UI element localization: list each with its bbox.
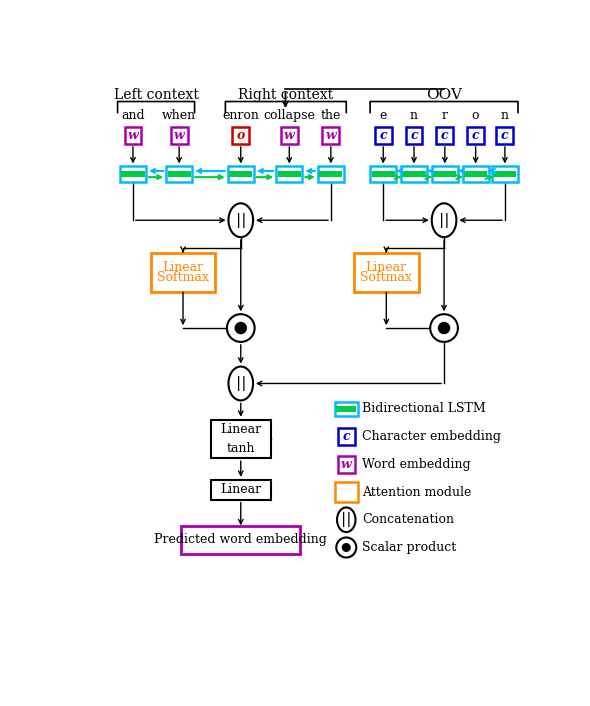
FancyBboxPatch shape	[150, 253, 215, 292]
Text: Linear: Linear	[220, 483, 261, 496]
Text: w: w	[127, 129, 138, 142]
Text: n: n	[501, 109, 509, 121]
FancyBboxPatch shape	[372, 171, 395, 177]
FancyBboxPatch shape	[405, 127, 422, 144]
Circle shape	[430, 314, 458, 342]
Text: and: and	[121, 109, 145, 121]
FancyBboxPatch shape	[402, 171, 425, 177]
FancyBboxPatch shape	[493, 171, 516, 177]
Text: c: c	[410, 129, 418, 142]
Text: Linear: Linear	[162, 261, 204, 274]
Circle shape	[438, 322, 450, 334]
Text: Softmax: Softmax	[360, 271, 412, 284]
Text: e: e	[379, 109, 387, 121]
FancyBboxPatch shape	[281, 127, 298, 144]
Ellipse shape	[432, 203, 457, 237]
Circle shape	[235, 322, 247, 334]
Text: r: r	[442, 109, 448, 121]
Text: o: o	[472, 109, 479, 121]
FancyBboxPatch shape	[168, 171, 191, 177]
Text: Linear: Linear	[220, 423, 261, 436]
FancyBboxPatch shape	[166, 167, 192, 181]
Text: w: w	[341, 457, 352, 471]
FancyBboxPatch shape	[322, 127, 339, 144]
Ellipse shape	[337, 508, 356, 532]
FancyBboxPatch shape	[120, 167, 146, 181]
Text: ||: ||	[235, 376, 246, 391]
Text: Concatenation: Concatenation	[362, 513, 454, 526]
FancyBboxPatch shape	[171, 127, 188, 144]
FancyBboxPatch shape	[467, 127, 484, 144]
FancyBboxPatch shape	[338, 456, 355, 473]
Ellipse shape	[228, 203, 253, 237]
Text: the: the	[321, 109, 341, 121]
Text: c: c	[501, 129, 509, 142]
FancyBboxPatch shape	[335, 402, 358, 416]
FancyBboxPatch shape	[232, 127, 249, 144]
Text: w: w	[174, 129, 185, 142]
Text: Attention module: Attention module	[362, 486, 472, 498]
Text: tanh: tanh	[227, 443, 255, 455]
Text: Character embedding: Character embedding	[362, 430, 502, 443]
Text: Linear: Linear	[366, 261, 407, 274]
Text: c: c	[342, 430, 350, 443]
FancyBboxPatch shape	[432, 167, 458, 181]
Text: n: n	[410, 109, 418, 121]
FancyBboxPatch shape	[228, 167, 254, 181]
FancyBboxPatch shape	[276, 167, 302, 181]
FancyBboxPatch shape	[211, 419, 271, 458]
Text: ||: ||	[439, 213, 450, 228]
FancyBboxPatch shape	[437, 127, 453, 144]
Text: ||: ||	[341, 513, 352, 527]
FancyBboxPatch shape	[370, 167, 396, 181]
Circle shape	[227, 314, 255, 342]
Text: w: w	[284, 129, 294, 142]
FancyBboxPatch shape	[492, 167, 518, 181]
FancyBboxPatch shape	[335, 482, 358, 502]
Circle shape	[336, 537, 356, 558]
Text: c: c	[441, 129, 448, 142]
FancyBboxPatch shape	[182, 526, 300, 554]
Ellipse shape	[228, 366, 253, 400]
FancyBboxPatch shape	[375, 127, 392, 144]
FancyBboxPatch shape	[338, 428, 355, 445]
Text: c: c	[472, 129, 480, 142]
Text: Right context: Right context	[238, 88, 333, 102]
Text: enron: enron	[222, 109, 259, 121]
FancyBboxPatch shape	[336, 406, 356, 412]
Text: Scalar product: Scalar product	[362, 541, 457, 554]
FancyBboxPatch shape	[278, 171, 301, 177]
FancyBboxPatch shape	[354, 253, 419, 292]
Circle shape	[342, 543, 351, 552]
Text: Bidirectional LSTM: Bidirectional LSTM	[362, 402, 486, 415]
FancyBboxPatch shape	[496, 127, 513, 144]
FancyBboxPatch shape	[319, 171, 342, 177]
FancyBboxPatch shape	[122, 171, 145, 177]
FancyBboxPatch shape	[124, 127, 142, 144]
Text: Word embedding: Word embedding	[362, 457, 471, 471]
FancyBboxPatch shape	[401, 167, 427, 181]
Text: collapse: collapse	[263, 109, 315, 121]
FancyBboxPatch shape	[433, 171, 457, 177]
Text: when: when	[162, 109, 196, 121]
FancyBboxPatch shape	[463, 167, 489, 181]
FancyBboxPatch shape	[211, 480, 271, 500]
Text: Left context: Left context	[114, 88, 198, 102]
FancyBboxPatch shape	[318, 167, 344, 181]
Text: c: c	[379, 129, 387, 142]
Text: Softmax: Softmax	[157, 271, 209, 284]
Text: Predicted word embedding: Predicted word embedding	[155, 533, 327, 546]
Text: OOV: OOV	[426, 88, 462, 102]
FancyBboxPatch shape	[464, 171, 487, 177]
FancyBboxPatch shape	[230, 171, 253, 177]
Text: o: o	[237, 129, 245, 142]
Text: ||: ||	[235, 213, 246, 228]
Text: w: w	[326, 129, 336, 142]
